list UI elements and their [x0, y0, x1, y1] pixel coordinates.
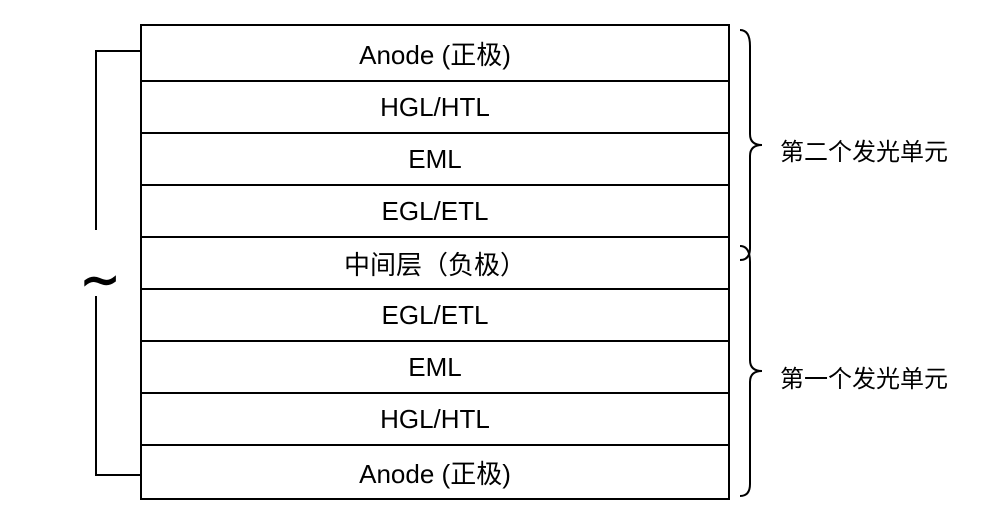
left-connector: [95, 50, 140, 476]
layer-hgl-htl-bottom: HGL/HTL: [142, 394, 728, 446]
bracket-unit-2: [738, 26, 768, 264]
connector-line: [95, 474, 140, 476]
layer-egl-etl-bottom: EGL/ETL: [142, 290, 728, 342]
layer-middle-cathode: 中间层（负极）: [142, 238, 728, 290]
layer-anode-bottom: Anode (正极): [142, 446, 728, 498]
layer-label: HGL/HTL: [380, 404, 490, 435]
connector-line: [95, 296, 97, 476]
bracket-label-unit-1: 第一个发光单元: [780, 359, 948, 394]
bracket-label-unit-2: 第二个发光单元: [780, 132, 948, 167]
layer-eml-top: EML: [142, 134, 728, 186]
layer-stack: Anode (正极) HGL/HTL EML EGL/ETL 中间层（负极） E…: [140, 24, 730, 500]
bracket-unit-1: [738, 242, 768, 500]
layer-label: 中间层（负极）: [344, 245, 526, 282]
layer-anode-top: Anode (正极): [142, 26, 728, 82]
layer-label: EML: [408, 144, 461, 175]
layer-egl-etl-top: EGL/ETL: [142, 186, 728, 238]
connector-line: [95, 50, 97, 230]
connector-line: [95, 50, 140, 52]
layer-label: EML: [408, 352, 461, 383]
layer-label: EGL/ETL: [382, 196, 489, 227]
layer-label: Anode (正极): [359, 454, 511, 491]
layer-label: Anode (正极): [359, 35, 511, 72]
layer-hgl-htl-top: HGL/HTL: [142, 82, 728, 134]
layer-eml-bottom: EML: [142, 342, 728, 394]
layer-label: HGL/HTL: [380, 92, 490, 123]
layer-label: EGL/ETL: [382, 300, 489, 331]
oled-stack-diagram: ∼ Anode (正极) HGL/HTL EML EGL/ETL 中间层（负极）…: [60, 24, 940, 504]
